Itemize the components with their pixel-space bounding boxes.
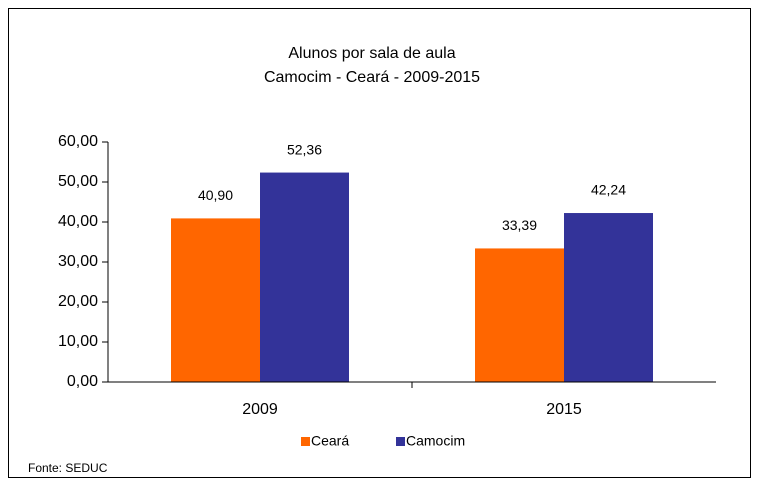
y-tick-label: 10,00: [58, 333, 98, 350]
data-label: 42,24: [591, 182, 626, 198]
chart-title: Alunos por sala de aula: [288, 45, 455, 62]
data-label: 33,39: [502, 217, 537, 233]
y-tick-label: 0,00: [67, 373, 98, 390]
data-label: 52,36: [287, 141, 322, 157]
data-label: 40,90: [198, 187, 233, 203]
x-tick-label: 2009: [242, 401, 278, 418]
chart-subtitle: Camocim - Ceará - 2009-2015: [264, 69, 480, 86]
y-tick-label: 60,00: [58, 133, 98, 150]
legend-swatch: [301, 437, 310, 446]
bar: [171, 218, 260, 382]
legend-label: Ceará: [311, 433, 349, 449]
y-tick-label: 20,00: [58, 293, 98, 310]
source-note: Fonte: SEDUC: [28, 461, 108, 475]
y-tick-label: 40,00: [58, 213, 98, 230]
y-tick-label: 30,00: [58, 253, 98, 270]
legend-swatch: [396, 437, 405, 446]
bar: [564, 213, 653, 382]
x-tick-label: 2015: [546, 401, 582, 418]
y-tick-label: 50,00: [58, 173, 98, 190]
bar: [475, 248, 564, 382]
legend-label: Camocim: [406, 433, 465, 449]
bar: [260, 172, 349, 382]
